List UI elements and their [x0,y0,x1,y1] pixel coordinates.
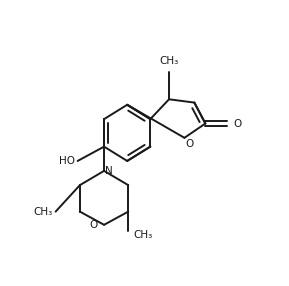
Text: CH₃: CH₃ [134,231,153,240]
Text: O: O [234,118,242,128]
Text: N: N [105,166,113,176]
Text: CH₃: CH₃ [160,56,179,66]
Text: CH₃: CH₃ [34,206,53,217]
Text: O: O [89,220,97,230]
Text: HO: HO [59,156,75,166]
Text: O: O [186,139,194,149]
